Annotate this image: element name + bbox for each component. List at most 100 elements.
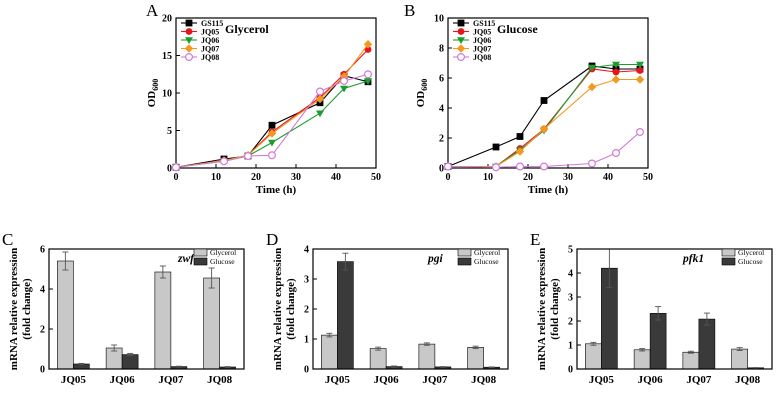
x-tick-label: 30 [563,172,573,183]
data-point-jq07 [539,124,549,134]
bar-glycerol-jq08 [467,347,484,370]
y-tick-label: 2 [40,325,45,336]
series-line-jq07 [448,78,640,168]
legend-label-jq08: JQ08 [473,53,491,62]
plot-frame [447,17,649,169]
y-axis-label: OD600 [415,79,429,108]
legend-swatch-glucose [457,257,472,266]
data-point-jq07 [515,147,525,156]
legend-swatch-glucose [721,257,736,266]
bar-glycerol-jq05 [57,260,74,370]
y-tick-label: 6 [439,74,444,85]
y-tick-label: 1 [304,335,309,346]
y-axis-label-sub: 600 [420,79,429,91]
y-tick-label: 2 [439,134,444,145]
category-label-jq08: JQ08 [207,374,233,386]
x-tick-label: 0 [174,172,179,183]
legend-swatch-glucose [193,257,208,266]
legend-marker-gs115 [457,19,465,27]
category-label-jq07: JQ07 [422,374,448,386]
x-axis-label: Time (h) [256,184,297,196]
data-point-gs115 [540,97,548,104]
panel-title: Glucose [497,22,538,36]
plot-frame [576,248,773,370]
data-point-jq06 [340,85,348,93]
legend-swatch-glycerol [457,248,472,257]
y-tick-label: 3 [568,293,573,304]
data-point-jq06 [612,61,620,69]
bar-glycerol-jq08 [203,277,220,370]
panel-b-glucose-growth: 0 10 20 30 40 50 0 2 4 6 8 10 Time (h) OD600 GlucoseGS… [415,14,653,197]
data-point-jq08 [220,157,229,166]
legend-label-glucose: Glucose [474,257,499,266]
data-point-jq08 [539,162,548,171]
y-axis-label-line2: (fold change) [549,278,561,340]
legend-marker-jq06 [185,37,193,44]
legend-label-jq06: JQ06 [201,36,219,45]
legend-swatch-glycerol [721,248,736,257]
y-tick-label: 4 [304,245,309,256]
data-point-gs115 [492,143,500,151]
y-tick-label: 4 [568,269,573,280]
y-axis-label-line1: mRNA relative expression [536,248,548,370]
x-tick-label: 40 [331,172,341,183]
data-point-jq06 [636,61,644,69]
legend-label-glycerol: Glycerol [474,248,500,257]
y-tick-label: 1 [568,341,573,352]
y-axis-label: OD600 [146,79,160,108]
legend-label-jq05: JQ05 [201,28,219,37]
y-tick-label: 5 [568,245,573,256]
plot-frame [48,248,245,370]
panel-d-pgi-expression: JQ05 JQ06 JQ07 JQ08 0 1 2 3 4 mRNA relative expre… [272,245,509,386]
legend-marker-jq06 [457,37,465,44]
legend-marker-gs115 [185,19,193,27]
legend-label-jq06: JQ06 [473,36,491,45]
data-point-jq07 [611,75,621,84]
data-point-jq07 [363,40,373,49]
legend-label-jq08: JQ08 [201,53,219,62]
data-point-gs115 [516,133,524,140]
data-point-jq08 [635,128,644,137]
series-line-jq05 [448,68,641,168]
y-tick-label: 2 [304,305,309,316]
y-axis-label-line1: mRNA relative expression [8,248,20,370]
bar-glycerol-jq05 [585,343,602,370]
series-line-jq07 [175,43,369,168]
data-point-jq08 [515,162,524,171]
bar-glycerol-jq05 [321,334,338,370]
y-axis-label-sub: 600 [151,79,160,91]
y-axis-label-main: OD [146,91,158,108]
y-axis-label-line1: mRNA relative expression [272,248,284,370]
y-tick-label: 0 [439,164,444,175]
x-tick-label: 50 [371,172,381,183]
bar-glucose-jq06 [121,354,139,370]
bar-glycerol-jq07 [682,351,700,370]
legend-label-jq07: JQ07 [473,45,491,54]
x-tick-label: 40 [603,172,613,183]
x-tick-label: 0 [446,172,451,183]
bar-glucose-jq06 [649,313,667,370]
legend-marker-jq08 [457,52,466,61]
legend-label-glucose: Glucose [738,257,763,266]
y-axis-label-main: OD [415,91,427,108]
data-point-jq08 [268,151,277,160]
data-point-jq05 [636,67,644,74]
y-tick-label: 10 [434,14,444,25]
category-label-jq05: JQ05 [61,374,87,386]
series-line-jq05 [175,49,369,168]
legend-marker-jq07 [456,44,466,53]
y-tick-label: 2 [568,317,573,328]
y-tick-label: 4 [439,104,444,115]
data-point-jq06 [316,110,324,118]
y-tick-label: 4 [40,285,45,296]
panel-title: Glycerol [225,22,269,36]
bar-glycerol-jq08 [731,348,748,370]
panel-letter-e: E [530,230,540,249]
data-point-jq08 [316,87,325,96]
data-point-jq06 [588,64,596,72]
data-point-jq08 [244,152,253,161]
panel-letter-d: D [266,230,278,249]
category-label-jq08: JQ08 [735,374,761,386]
panel-c-zwf-expression: JQ05 JQ06 JQ07 JQ08 0 2 4 6 mRNA relative expres… [8,245,245,386]
